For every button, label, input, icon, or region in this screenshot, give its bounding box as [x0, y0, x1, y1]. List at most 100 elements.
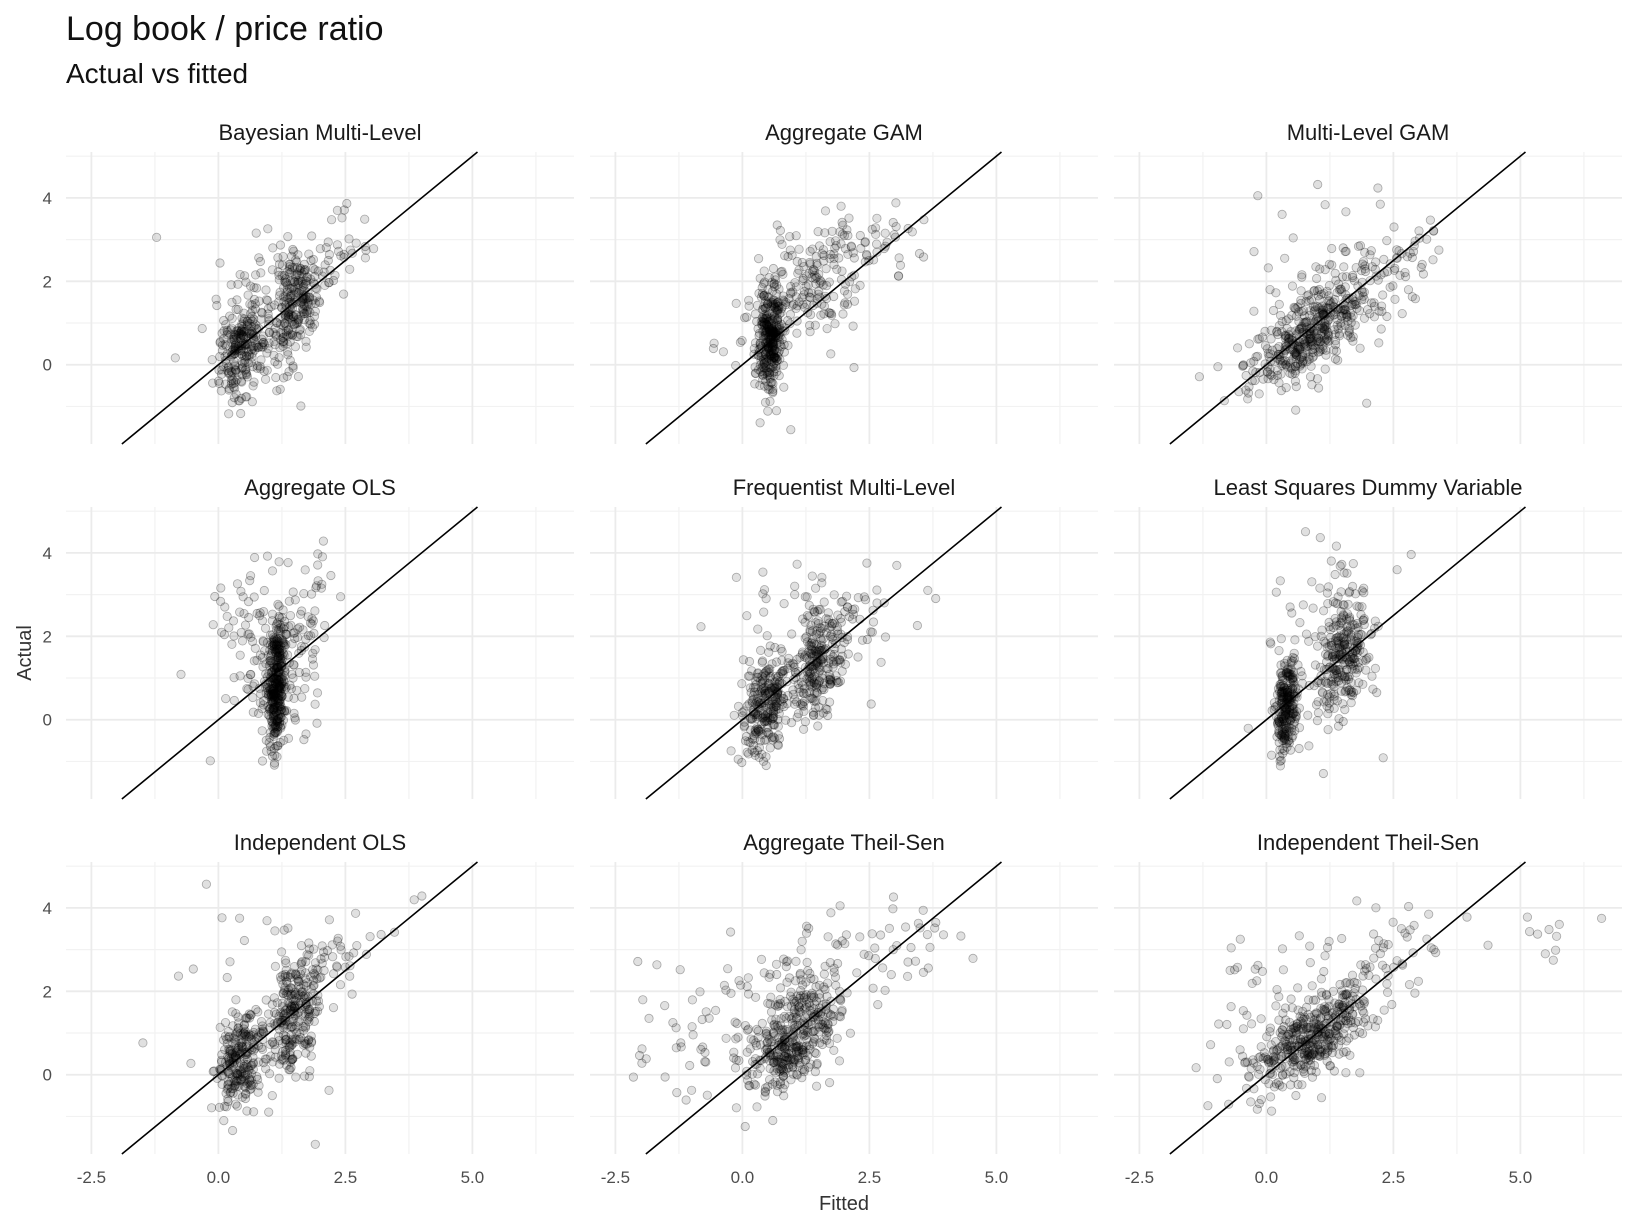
data-point — [1293, 983, 1303, 993]
data-point — [255, 361, 265, 371]
data-point — [301, 729, 311, 739]
data-point — [767, 356, 777, 367]
data-point — [283, 311, 293, 321]
data-point — [1363, 1021, 1373, 1031]
data-point — [774, 320, 784, 331]
data-point — [1292, 344, 1303, 355]
data-point — [770, 299, 781, 309]
data-point — [1369, 298, 1379, 308]
data-point — [1309, 1019, 1319, 1029]
data-point — [702, 1090, 712, 1100]
data-point — [766, 323, 777, 334]
panel-title: Multi-Level GAM — [1287, 120, 1450, 145]
data-point — [769, 327, 779, 337]
data-point — [757, 1018, 767, 1029]
identity-line — [645, 151, 1002, 445]
data-point — [750, 379, 760, 389]
data-point — [250, 299, 260, 309]
data-point — [1339, 1023, 1350, 1033]
data-point — [757, 320, 767, 330]
data-point — [1352, 685, 1362, 695]
data-point — [227, 397, 237, 408]
data-point — [221, 355, 231, 365]
data-point — [239, 326, 249, 336]
data-point — [1376, 324, 1386, 334]
data-point — [272, 359, 283, 369]
data-point — [752, 745, 762, 756]
data-point — [768, 388, 778, 398]
data-point — [922, 929, 933, 940]
data-point — [310, 958, 321, 968]
data-point — [233, 304, 243, 315]
data-point — [842, 602, 853, 612]
data-point — [1315, 323, 1325, 334]
data-point — [286, 267, 296, 278]
data-point — [283, 331, 293, 341]
data-point — [1358, 259, 1368, 269]
data-point — [880, 632, 891, 642]
data-point — [793, 1055, 804, 1065]
data-point — [293, 331, 303, 342]
data-point — [811, 618, 821, 628]
data-point — [1323, 724, 1333, 735]
data-point — [766, 343, 776, 353]
data-point — [1331, 339, 1341, 350]
data-point — [1281, 738, 1291, 749]
data-point — [339, 252, 349, 263]
data-point — [849, 362, 859, 373]
data-point — [802, 957, 812, 968]
data-point — [302, 272, 312, 283]
data-point — [347, 989, 357, 999]
data-point — [1281, 1061, 1291, 1072]
data-point — [761, 313, 772, 323]
data-point — [768, 299, 779, 309]
data-point — [1308, 603, 1318, 613]
data-point — [729, 1053, 739, 1063]
data-point — [1286, 664, 1296, 675]
data-point — [759, 301, 769, 311]
data-point — [277, 674, 287, 684]
data-point — [1400, 928, 1410, 938]
data-point — [246, 281, 256, 291]
data-point — [765, 327, 776, 338]
data-point — [1418, 269, 1429, 279]
data-point — [762, 320, 772, 330]
data-point — [264, 316, 274, 326]
data-point — [1323, 1045, 1333, 1055]
data-point — [1301, 629, 1312, 639]
data-point — [308, 648, 318, 658]
data-point — [758, 567, 768, 577]
data-point — [1312, 715, 1323, 726]
data-point — [1346, 698, 1356, 708]
data-point — [237, 363, 248, 373]
data-point — [309, 311, 320, 321]
data-point — [249, 345, 260, 355]
data-point — [1253, 191, 1263, 201]
data-point — [301, 278, 311, 289]
data-point — [289, 246, 299, 256]
data-point — [284, 259, 294, 269]
data-point — [300, 565, 310, 575]
data-point — [830, 972, 841, 982]
data-point — [891, 222, 901, 232]
data-point — [1288, 1034, 1299, 1045]
data-point — [328, 952, 338, 962]
data-point — [766, 322, 777, 332]
data-point — [768, 337, 778, 347]
data-point — [282, 284, 292, 294]
data-point — [324, 249, 334, 260]
data-point — [767, 353, 777, 363]
data-point — [759, 331, 769, 341]
data-point — [1256, 1042, 1266, 1052]
data-point — [274, 1073, 284, 1083]
data-point — [763, 317, 774, 327]
data-point — [676, 1038, 686, 1048]
data-point — [1434, 245, 1444, 255]
data-point — [837, 217, 847, 227]
data-point — [762, 366, 773, 376]
data-point — [278, 715, 288, 725]
data-point — [236, 376, 246, 386]
data-point — [1405, 248, 1415, 258]
data-point — [288, 244, 298, 255]
data-point — [288, 363, 298, 373]
